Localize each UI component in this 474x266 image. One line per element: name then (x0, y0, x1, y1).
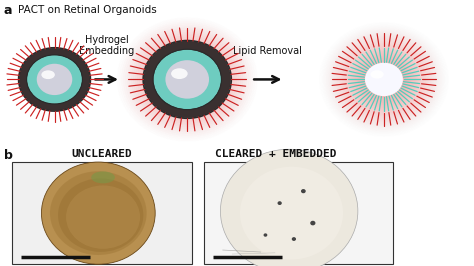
Ellipse shape (379, 75, 389, 84)
Ellipse shape (41, 70, 55, 79)
Ellipse shape (348, 48, 419, 111)
Ellipse shape (371, 70, 384, 78)
Ellipse shape (371, 68, 397, 91)
Ellipse shape (220, 149, 358, 266)
Ellipse shape (376, 72, 392, 86)
Ellipse shape (361, 60, 407, 99)
Bar (12, 162, 192, 264)
Ellipse shape (355, 54, 413, 105)
Ellipse shape (377, 74, 391, 85)
Ellipse shape (171, 68, 188, 79)
Ellipse shape (365, 63, 403, 96)
Circle shape (264, 234, 266, 236)
Text: Lipid Removal: Lipid Removal (233, 47, 302, 56)
Ellipse shape (353, 52, 415, 106)
Ellipse shape (146, 43, 229, 116)
Ellipse shape (381, 77, 387, 82)
Ellipse shape (143, 41, 231, 118)
Ellipse shape (165, 60, 209, 99)
Ellipse shape (177, 71, 197, 88)
Ellipse shape (66, 185, 140, 249)
Ellipse shape (358, 57, 410, 102)
Ellipse shape (147, 44, 227, 115)
Ellipse shape (139, 37, 235, 122)
Ellipse shape (154, 50, 221, 109)
Ellipse shape (41, 162, 155, 264)
Circle shape (311, 222, 315, 225)
Ellipse shape (360, 58, 408, 101)
Ellipse shape (374, 71, 393, 88)
Ellipse shape (340, 41, 428, 118)
Ellipse shape (368, 65, 400, 94)
Ellipse shape (183, 76, 191, 83)
Text: CLEARED + EMBEDDED: CLEARED + EMBEDDED (215, 149, 337, 159)
Ellipse shape (19, 48, 90, 111)
Ellipse shape (157, 53, 217, 106)
Circle shape (301, 190, 305, 193)
Ellipse shape (181, 74, 193, 85)
Text: b: b (4, 149, 13, 163)
Text: Hydrogel
Embedding: Hydrogel Embedding (79, 35, 134, 56)
Text: PACT on Retinal Organoids: PACT on Retinal Organoids (18, 5, 157, 15)
Circle shape (278, 202, 281, 204)
Ellipse shape (50, 171, 146, 255)
Ellipse shape (27, 55, 82, 104)
Ellipse shape (36, 64, 72, 95)
Ellipse shape (144, 41, 231, 118)
Ellipse shape (58, 178, 143, 252)
Ellipse shape (369, 66, 399, 92)
Ellipse shape (151, 48, 223, 111)
Ellipse shape (167, 62, 207, 97)
Ellipse shape (373, 69, 395, 89)
Ellipse shape (91, 171, 115, 183)
Ellipse shape (365, 62, 403, 97)
Ellipse shape (363, 61, 405, 98)
Bar (204, 162, 393, 264)
Ellipse shape (154, 49, 221, 109)
Ellipse shape (350, 49, 418, 109)
Ellipse shape (240, 167, 343, 259)
Ellipse shape (179, 72, 195, 86)
Ellipse shape (169, 64, 205, 95)
Ellipse shape (185, 78, 189, 81)
Ellipse shape (171, 65, 203, 93)
Ellipse shape (344, 44, 424, 115)
Ellipse shape (159, 55, 215, 104)
Ellipse shape (164, 58, 211, 101)
Text: a: a (4, 4, 12, 17)
Text: UNCLEARED: UNCLEARED (72, 149, 132, 159)
Ellipse shape (173, 67, 201, 92)
Ellipse shape (133, 32, 241, 127)
Ellipse shape (366, 64, 401, 95)
Ellipse shape (356, 55, 411, 103)
Ellipse shape (136, 34, 239, 125)
Ellipse shape (175, 69, 199, 90)
Ellipse shape (347, 47, 421, 112)
Ellipse shape (155, 51, 219, 107)
Ellipse shape (165, 60, 209, 99)
Ellipse shape (141, 39, 233, 120)
Ellipse shape (352, 51, 416, 108)
Ellipse shape (149, 46, 225, 113)
Ellipse shape (161, 57, 213, 102)
Ellipse shape (137, 35, 237, 123)
Ellipse shape (345, 45, 423, 114)
Circle shape (292, 238, 295, 240)
Ellipse shape (342, 43, 426, 116)
Ellipse shape (131, 30, 243, 129)
Ellipse shape (383, 78, 385, 81)
